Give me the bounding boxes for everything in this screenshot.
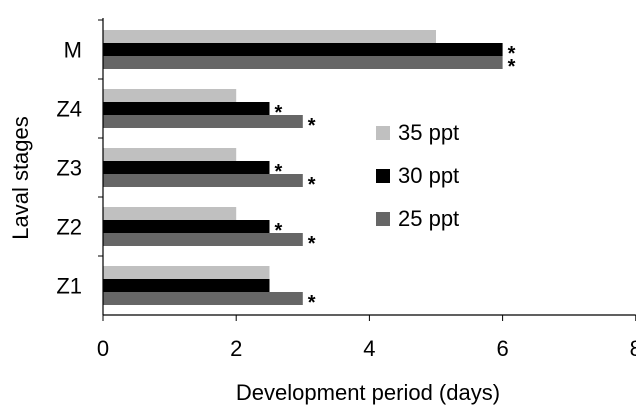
bar-z3-25-ppt <box>103 174 303 187</box>
y-tick-label: Z4 <box>56 97 82 122</box>
bar-z4-25-ppt <box>103 115 303 128</box>
significance-marker: * <box>308 115 316 137</box>
legend-label: 25 ppt <box>398 206 459 231</box>
bar-z2-30-ppt <box>103 220 270 233</box>
bar-z1-35-ppt <box>103 266 270 279</box>
significance-marker: * <box>308 174 316 196</box>
bar-z1-25-ppt <box>103 292 303 305</box>
x-tick-label: 0 <box>97 336 109 361</box>
y-axis-title-text: Laval stages <box>8 116 33 240</box>
y-tick-label: Z2 <box>56 215 82 240</box>
legend-swatch <box>376 169 390 183</box>
y-tick-label: M <box>64 38 82 63</box>
x-tick-label: 8 <box>630 336 636 361</box>
bar-z2-35-ppt <box>103 207 237 220</box>
significance-marker: * <box>275 102 283 124</box>
bar-z4-35-ppt <box>103 89 237 102</box>
significance-marker: * <box>275 161 283 183</box>
y-axis-title: Laval stages <box>8 116 33 240</box>
legend-swatch <box>376 212 390 226</box>
bar-m-35-ppt <box>103 30 436 43</box>
bar-z4-30-ppt <box>103 102 270 115</box>
significance-marker: * <box>275 220 283 242</box>
significance-marker: * <box>508 43 516 65</box>
legend-label: 30 ppt <box>398 163 459 188</box>
x-tick-label: 2 <box>230 336 242 361</box>
y-tick-label: Z1 <box>56 274 82 299</box>
bar-z1-30-ppt <box>103 279 270 292</box>
x-axis-title: Development period (days) <box>236 380 500 405</box>
x-tick-label: 6 <box>496 336 508 361</box>
y-tick-label: Z3 <box>56 156 82 181</box>
x-tick-label: 4 <box>363 336 375 361</box>
bar-m-25-ppt <box>103 56 503 69</box>
legend: 35 ppt 30 ppt 25 ppt <box>376 120 459 231</box>
significance-marker: * <box>508 56 516 78</box>
significance-marker: * <box>308 233 316 255</box>
bar-m-30-ppt <box>103 43 503 56</box>
plot-area: *Z1**Z2**Z3**Z4**M0 2 4 6 8 <box>56 18 636 361</box>
legend-label: 35 ppt <box>398 120 459 145</box>
significance-marker: * <box>308 292 316 314</box>
bar-z3-35-ppt <box>103 148 237 161</box>
legend-swatch <box>376 126 390 140</box>
bar-z2-25-ppt <box>103 233 303 246</box>
bar-z3-30-ppt <box>103 161 270 174</box>
